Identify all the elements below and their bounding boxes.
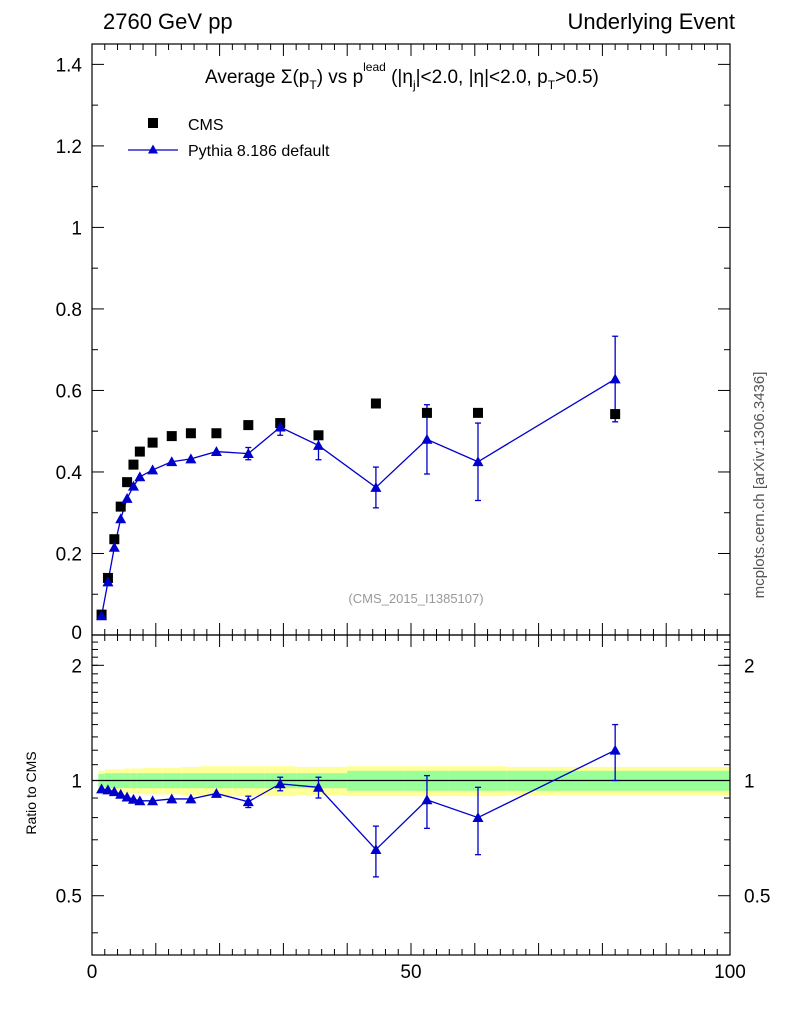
ratio-data-point — [210, 787, 222, 798]
cms-data-point — [370, 398, 381, 409]
header-right: Underlying Event — [567, 9, 735, 34]
legend-mc-marker — [148, 144, 158, 154]
analysis-watermark: (CMS_2015_I1385107) — [348, 591, 483, 606]
ratio-data-point — [609, 744, 621, 755]
ratio-data-point — [472, 812, 484, 822]
mc-data-point — [127, 480, 139, 491]
mc-data-point — [609, 373, 621, 384]
main-y-tick-label: 1.2 — [56, 137, 82, 158]
mc-data-point — [108, 541, 120, 552]
mc-data-point — [185, 453, 197, 464]
ratio-data-point — [312, 781, 324, 792]
ratio-data-point — [185, 793, 197, 804]
ratio-data-point — [370, 844, 382, 854]
ratio-y-tick-label-right: 1 — [744, 772, 755, 793]
mc-data-point — [102, 576, 114, 587]
ratio-y-tick-label: 0.5 — [56, 887, 82, 908]
ratio-data-point — [274, 778, 286, 789]
ratio-y-tick-label-right: 0.5 — [744, 887, 770, 908]
cms-data-point — [610, 409, 621, 420]
ratio-data-point — [102, 784, 114, 795]
plot-title: Average Σ(pT) vs plead (|ηj|<2.0, |η|<2.… — [205, 60, 599, 92]
main-y-tick-label: 0.2 — [56, 544, 82, 565]
main-y-tick-label: 0.4 — [56, 463, 83, 484]
cms-data-point — [243, 420, 254, 431]
main-y-tick-label: 0.8 — [56, 300, 82, 321]
legend: CMS Pythia 8.186 default — [128, 117, 330, 160]
cms-data-point — [472, 407, 483, 418]
legend-mc-label: Pythia 8.186 default — [188, 143, 330, 160]
ratio-data-point — [166, 793, 178, 804]
mc-data-point — [274, 421, 286, 432]
mc-data-point — [242, 448, 254, 459]
ratio-data-point — [147, 795, 159, 806]
ratio-y-tick-label: 1 — [71, 772, 82, 793]
x-tick-label: 50 — [400, 962, 421, 983]
cms-data-point — [185, 428, 196, 439]
ratio-data-point — [127, 793, 139, 804]
ratio-data-point — [121, 791, 133, 802]
mc-data-point — [121, 492, 133, 503]
mc-data-point — [115, 513, 127, 524]
cms-data-point — [421, 407, 432, 418]
mc-data-point — [472, 456, 484, 467]
x-tick-label: 0 — [87, 962, 98, 983]
mc-data-point — [421, 433, 433, 444]
main-y-tick-label: 1 — [71, 218, 82, 239]
cms-data-point — [122, 477, 133, 488]
mc-data-point — [312, 439, 324, 450]
ratio-data-point — [134, 795, 146, 806]
ratio-data-point — [115, 788, 127, 799]
cms-data-point — [128, 459, 139, 470]
mc-data-point — [96, 610, 108, 621]
mc-data-point — [210, 446, 222, 456]
ratio-y-tick-label: 2 — [71, 656, 82, 677]
mc-data-point — [147, 464, 159, 475]
mc-data-point — [134, 471, 146, 482]
header-left: 2760 GeV pp — [103, 9, 233, 34]
cms-data-point — [115, 501, 126, 512]
ratio-y-axis-label: Ratio to CMS — [23, 751, 39, 834]
cms-data-point — [211, 428, 222, 439]
side-label: mcplots.cern.ch [arXiv:1306.3436] — [751, 372, 768, 599]
mc-data-point — [166, 456, 178, 467]
cms-data-point — [166, 431, 177, 442]
main-y-tick-label: 0 — [71, 623, 82, 644]
ratio-series-line — [101, 749, 616, 851]
mc-data-point — [370, 481, 382, 492]
mc-series-line — [100, 378, 616, 616]
legend-cms-marker — [148, 118, 158, 128]
main-y-tick-label: 1.4 — [56, 55, 83, 76]
ratio-panel: 0.5 0.5 1 1 2 2 0 50 100 — [56, 634, 770, 983]
x-tick-label: 100 — [714, 962, 746, 983]
main-panel: 0 0.2 0.4 0.6 0.8 1 1.2 1.4 — [56, 43, 731, 644]
legend-cms-label: CMS — [188, 117, 224, 134]
ratio-data-point — [421, 794, 433, 805]
cms-data-point — [313, 430, 324, 441]
ratio-data-point — [108, 786, 120, 797]
ratio-data-point — [242, 796, 254, 807]
cms-data-point — [147, 437, 158, 448]
cms-data-point — [109, 534, 120, 545]
main-y-tick-label: 0.6 — [56, 381, 82, 402]
cms-data-point — [134, 446, 145, 457]
ratio-y-tick-label-right: 2 — [744, 656, 755, 677]
